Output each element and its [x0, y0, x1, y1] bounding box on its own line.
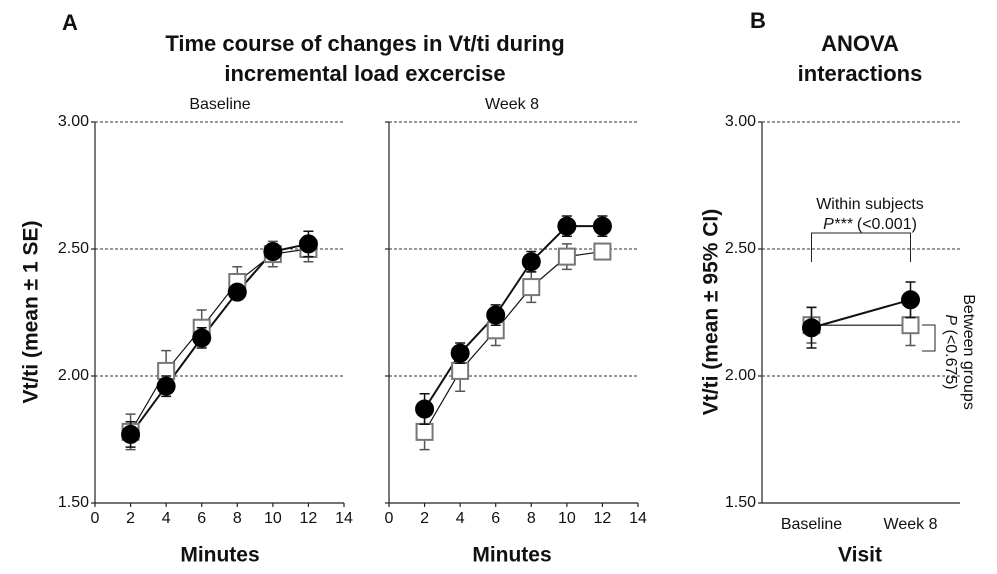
- x-tick-label: 2: [420, 510, 429, 527]
- y-tick-label: 3.00: [58, 113, 89, 130]
- point: [451, 361, 470, 380]
- x-tick-label: Baseline: [781, 516, 842, 533]
- x-tick-label: 10: [264, 510, 282, 527]
- annotation-value: (<0.675): [942, 330, 959, 390]
- x-tick-label: 4: [162, 510, 171, 527]
- annotation: P (<0.675): [942, 314, 959, 389]
- point: [263, 242, 283, 262]
- point: [298, 234, 318, 254]
- point: [227, 282, 247, 302]
- x-tick-label: 6: [197, 510, 206, 527]
- x-tick-label: 4: [456, 510, 465, 527]
- point: [557, 247, 576, 266]
- annotation: P*** (<0.001): [823, 216, 917, 233]
- x-tick-label: 0: [385, 510, 394, 527]
- y-tick-label: 2.00: [725, 367, 756, 384]
- x-tick-label: 12: [300, 510, 318, 527]
- chart-title: Time course of changes in Vt/ti during: [165, 31, 564, 56]
- y-tick-label: 3.00: [725, 113, 756, 130]
- point: [121, 424, 141, 444]
- point: [450, 343, 470, 363]
- point: [415, 399, 435, 419]
- annotation-p: P: [942, 314, 959, 325]
- panel-letter: A: [62, 10, 78, 35]
- point: [557, 216, 577, 236]
- point: [802, 318, 821, 338]
- series-line: [424, 250, 603, 433]
- y-tick-label: 2.50: [725, 240, 756, 257]
- y-tick-label: 2.00: [58, 367, 89, 384]
- series-line: [129, 242, 309, 436]
- annotation: Between groups: [960, 294, 977, 410]
- x-tick-label: 2: [126, 510, 135, 527]
- x-tick-label: 14: [629, 510, 647, 527]
- x-axis-label: Minutes: [180, 544, 259, 567]
- y-tick-label: 1.50: [58, 494, 89, 511]
- annotation: Within subjects: [816, 196, 924, 213]
- x-tick-label: 14: [335, 510, 353, 527]
- point: [156, 376, 176, 396]
- chart-title: ANOVA: [821, 31, 899, 56]
- chart-title: incremental load excercise: [224, 61, 505, 86]
- point: [901, 290, 920, 310]
- point: [593, 242, 612, 261]
- x-tick-label: 8: [527, 510, 536, 527]
- annotation-value: (<0.001): [857, 216, 917, 233]
- x-tick-label: 6: [491, 510, 500, 527]
- y-tick-label: 2.50: [58, 240, 89, 257]
- x-tick-label: 8: [233, 510, 242, 527]
- subtitle: Baseline: [189, 96, 250, 113]
- series-line: [130, 248, 309, 433]
- point: [192, 328, 212, 348]
- point: [901, 316, 920, 335]
- x-axis-label: Minutes: [472, 544, 551, 567]
- x-tick-label: 0: [91, 510, 100, 527]
- point: [486, 305, 506, 325]
- y-axis-label: Vt/ti (mean ± 95% CI): [700, 209, 723, 415]
- panel-letter: B: [750, 8, 766, 33]
- point: [522, 278, 541, 297]
- y-tick-label: 1.50: [725, 494, 756, 511]
- point: [521, 252, 541, 272]
- x-axis-label: Visit: [838, 544, 882, 567]
- x-tick-label: 12: [594, 510, 612, 527]
- x-tick-label: Week 8: [884, 516, 938, 533]
- subtitle: Week 8: [485, 96, 539, 113]
- series-line: [811, 298, 911, 329]
- annotation-p: P***: [823, 216, 853, 233]
- chart-title: interactions: [798, 61, 923, 86]
- point: [415, 422, 434, 441]
- x-tick-label: 10: [558, 510, 576, 527]
- y-axis-label: Vt/ti (mean ± 1 SE): [20, 220, 43, 403]
- bracket: [922, 324, 936, 352]
- bracket: [811, 232, 911, 262]
- point: [592, 216, 612, 236]
